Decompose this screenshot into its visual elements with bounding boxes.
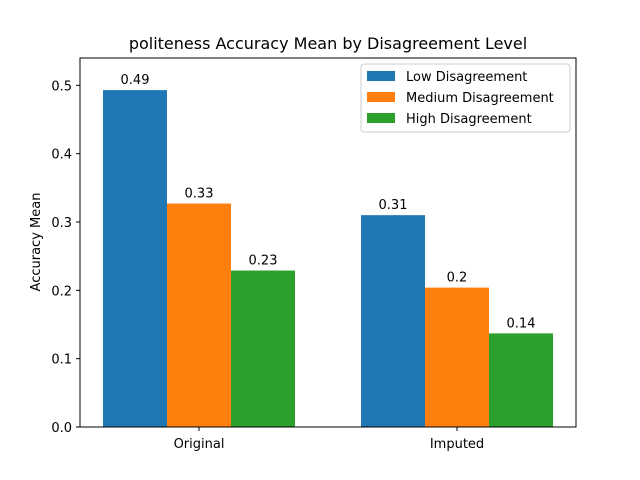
legend-box — [360, 63, 571, 133]
bar-high-disagreement-original — [231, 270, 295, 427]
legend-label: Medium Disagreement — [406, 91, 554, 106]
plot-frame — [79, 57, 577, 428]
legend-swatch-low-disagreement — [367, 71, 395, 81]
bar-low-disagreement-original — [103, 90, 167, 427]
bar-low-disagreement-imputed — [361, 215, 425, 427]
y-tick-label: 0.4 — [51, 148, 72, 163]
legend-label: High Disagreement — [406, 112, 532, 127]
x-tick-label: Original — [174, 437, 225, 452]
x-axis: Original Imputed — [174, 427, 484, 452]
legend-swatch-high-disagreement — [367, 113, 395, 123]
y-tick-label: 0.2 — [51, 284, 72, 299]
y-axis-title: Accuracy Mean — [29, 193, 44, 292]
bar-labels-group: 0.49 0.31 0.33 0.2 0.23 0.14 — [121, 73, 536, 331]
x-tick-label: Imputed — [430, 437, 484, 452]
bar-value-label: 0.49 — [121, 73, 150, 88]
bar-medium-disagreement-imputed — [425, 287, 489, 427]
bar-value-label: 0.14 — [507, 316, 536, 331]
bar-value-label: 0.31 — [379, 198, 408, 213]
y-axis: 0.0 0.1 0.2 0.3 0.4 0.5 — [51, 79, 80, 436]
bar-value-label: 0.23 — [249, 254, 278, 269]
legend-label: Low Disagreement — [406, 70, 527, 85]
y-tick-label: 0.1 — [51, 353, 72, 368]
bar-medium-disagreement-original — [167, 203, 231, 427]
y-tick-label: 0.3 — [51, 216, 72, 231]
bar-value-label: 0.33 — [185, 187, 214, 202]
bars-group — [103, 90, 553, 427]
bar-value-label: 0.2 — [447, 271, 468, 286]
chart-title: politeness Accuracy Mean by Disagreement… — [129, 34, 527, 53]
bar-high-disagreement-imputed — [489, 333, 553, 427]
y-tick-label: 0.5 — [51, 79, 72, 94]
y-tick-label: 0.0 — [51, 421, 72, 436]
legend-swatch-medium-disagreement — [367, 92, 395, 102]
legend: Low Disagreement Medium Disagreement High … — [360, 63, 571, 133]
